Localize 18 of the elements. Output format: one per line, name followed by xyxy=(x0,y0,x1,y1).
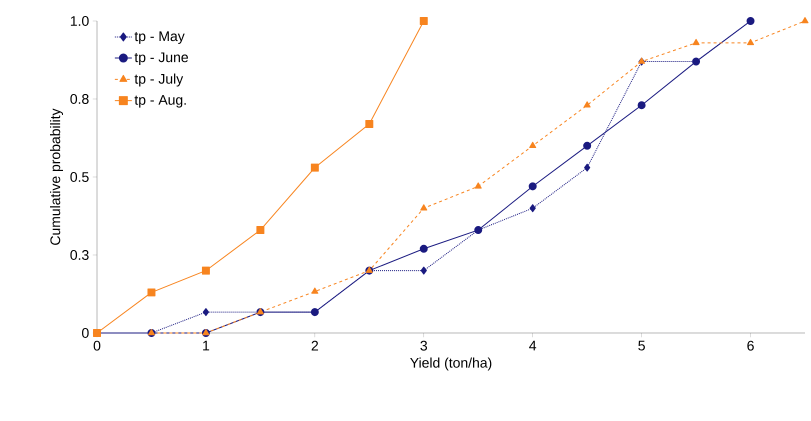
x-axis-title: Yield (ton/ha) xyxy=(410,357,492,370)
x-tick-label: 1 xyxy=(203,340,210,350)
y-tick-label: 0.8 xyxy=(70,94,89,104)
y-tick-label: 0.3 xyxy=(70,250,89,260)
x-tick-label: 6 xyxy=(747,340,754,351)
x-tick-label: 2 xyxy=(312,340,318,351)
x-tick-label: 0 xyxy=(94,340,100,351)
x-tick-label: 4 xyxy=(529,340,536,350)
legend-label: tp - May xyxy=(134,31,185,44)
y-tick-label: 0.5 xyxy=(70,172,89,182)
legend-label: tp - July xyxy=(134,74,184,87)
y-tick-label: 0 xyxy=(82,328,89,338)
legend-label: tp - Aug. xyxy=(134,95,186,108)
x-tick-label: 5 xyxy=(638,340,645,351)
y-tick-label: 1.0 xyxy=(70,16,89,26)
y-axis-title: Cumulative probability xyxy=(50,108,63,245)
legend-label: tp - June xyxy=(134,52,188,65)
x-tick-label: 3 xyxy=(420,340,428,351)
